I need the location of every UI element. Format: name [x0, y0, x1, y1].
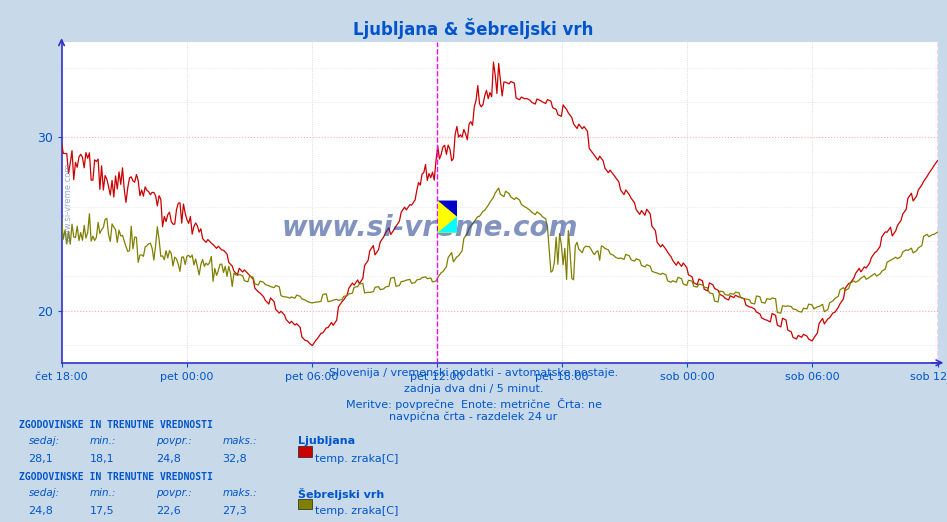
Text: 32,8: 32,8 [223, 454, 247, 464]
Text: 28,1: 28,1 [28, 454, 53, 464]
Text: 18,1: 18,1 [90, 454, 115, 464]
Text: navpična črta - razdelek 24 ur: navpična črta - razdelek 24 ur [389, 411, 558, 422]
Text: Slovenija / vremenski podatki - avtomatske postaje.: Slovenija / vremenski podatki - avtomats… [329, 368, 618, 378]
Text: 27,3: 27,3 [223, 506, 247, 516]
Text: min.:: min.: [90, 488, 116, 498]
Text: maks.:: maks.: [223, 488, 258, 498]
Text: 22,6: 22,6 [156, 506, 181, 516]
Text: Ljubljana: Ljubljana [298, 436, 355, 446]
Bar [438, 200, 457, 233]
Text: zadnja dva dni / 5 minut.: zadnja dva dni / 5 minut. [403, 384, 544, 394]
Polygon shape [438, 217, 457, 233]
Text: maks.:: maks.: [223, 436, 258, 446]
Text: ZGODOVINSKE IN TRENUTNE VREDNOSTI: ZGODOVINSKE IN TRENUTNE VREDNOSTI [19, 472, 213, 482]
Text: min.:: min.: [90, 436, 116, 446]
Text: sedaj:: sedaj: [28, 488, 60, 498]
Text: www.si-vreme.com: www.si-vreme.com [281, 214, 578, 242]
Text: Šebreljski vrh: Šebreljski vrh [298, 488, 384, 500]
Text: Meritve: povprečne  Enote: metrične  Črta: ne: Meritve: povprečne Enote: metrične Črta:… [346, 398, 601, 410]
Text: povpr.:: povpr.: [156, 488, 192, 498]
Text: povpr.:: povpr.: [156, 436, 192, 446]
Text: www.si-vreme.com: www.si-vreme.com [64, 162, 73, 242]
Text: temp. zraka[C]: temp. zraka[C] [315, 506, 399, 516]
Text: ZGODOVINSKE IN TRENUTNE VREDNOSTI: ZGODOVINSKE IN TRENUTNE VREDNOSTI [19, 420, 213, 430]
Text: Ljubljana & Šebreljski vrh: Ljubljana & Šebreljski vrh [353, 18, 594, 39]
Text: 24,8: 24,8 [156, 454, 181, 464]
Text: 24,8: 24,8 [28, 506, 53, 516]
Polygon shape [438, 200, 457, 217]
Text: 17,5: 17,5 [90, 506, 115, 516]
Text: sedaj:: sedaj: [28, 436, 60, 446]
Text: temp. zraka[C]: temp. zraka[C] [315, 454, 399, 464]
